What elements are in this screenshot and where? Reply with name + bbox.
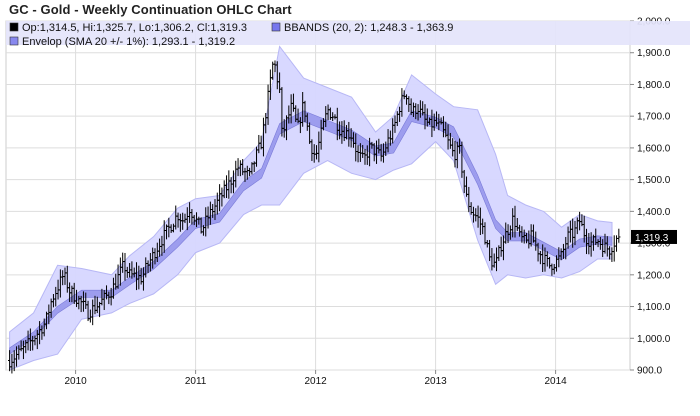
x-tick-label: 2011 — [185, 376, 207, 387]
y-tick-label: 1,500.0 — [637, 175, 671, 186]
legend-swatch-envelope — [9, 36, 19, 46]
plot-background — [5, 20, 631, 371]
y-tick-label: 1,000.0 — [637, 334, 671, 345]
y-tick-label: 1,700.0 — [637, 112, 671, 123]
y-tick-label: 1,900.0 — [637, 48, 671, 59]
chart-title: GC - Gold - Weekly Continuation OHLC Cha… — [9, 2, 292, 17]
x-tick-label: 2012 — [304, 376, 327, 387]
x-tick-label: 2010 — [64, 376, 87, 387]
legend-background — [6, 21, 690, 45]
y-tick-label: 1,800.0 — [637, 80, 671, 91]
y-tick-label: 1,400.0 — [637, 207, 671, 218]
last-price-tag — [631, 229, 677, 244]
envelope-band — [9, 110, 613, 355]
last-price-label: 1,319.3 — [635, 233, 669, 244]
y-tick-label: 1,200.0 — [637, 270, 671, 281]
x-tick-label: 2014 — [544, 376, 567, 387]
legend-swatch-ohlc — [9, 22, 19, 32]
ohlc-bar — [617, 228, 621, 243]
legend-entry-envelope: Envelop (SMA 20 +/- 1%): 1,293.1 - 1,319… — [22, 36, 235, 48]
legend-entry-ohlc: Op:1,314.5, Hi:1,325.7, Lo:1,306.2, Cl:1… — [22, 22, 247, 34]
x-tick-label: 2013 — [424, 376, 447, 387]
legend: Op:1,314.5, Hi:1,325.7, Lo:1,306.2, Cl:1… — [6, 21, 690, 48]
y-tick-label: 1,100.0 — [637, 302, 671, 313]
legend-entry-bbands: BBANDS (20, 2): 1,248.3 - 1,363.9 — [284, 22, 453, 34]
y-tick-label: 1,300.0 — [637, 239, 671, 250]
ohlc-bars — [8, 60, 621, 374]
y-tick-label: 900.0 — [637, 366, 662, 377]
y-tick-label: 1,600.0 — [637, 143, 671, 154]
legend-swatch-bbands — [271, 22, 281, 32]
